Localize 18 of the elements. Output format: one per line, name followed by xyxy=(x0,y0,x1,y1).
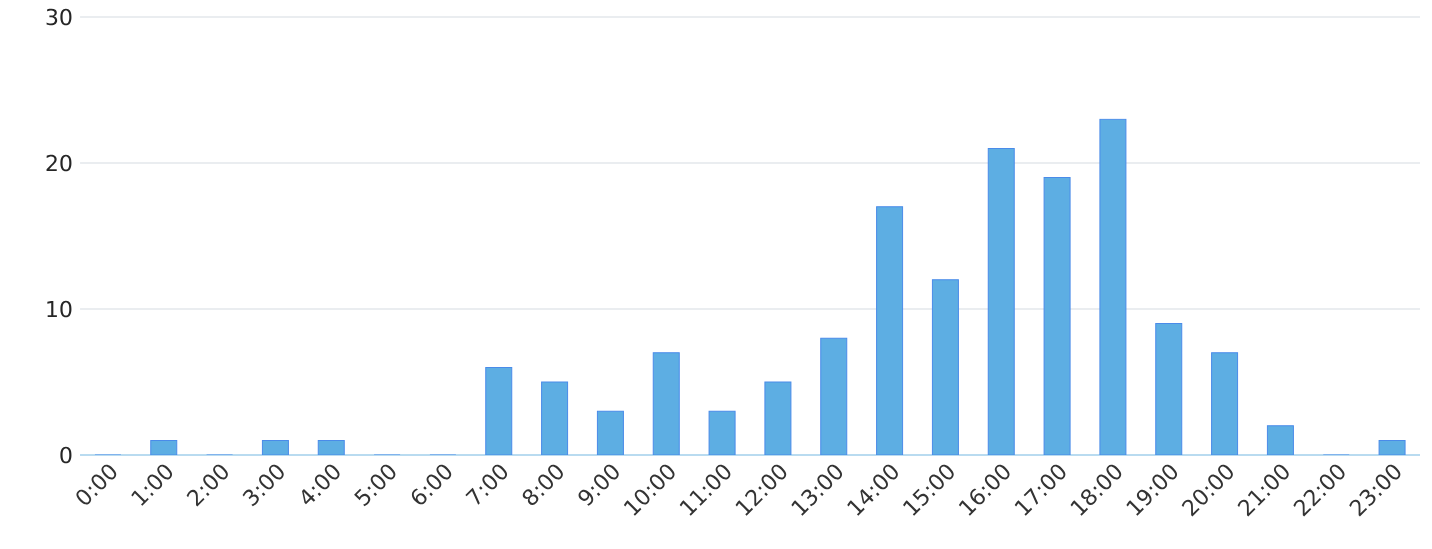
bar xyxy=(987,147,1015,455)
bar xyxy=(931,279,959,455)
y-tick-label: 0 xyxy=(60,446,72,464)
y-tick-label: 20 xyxy=(46,154,72,172)
y-tick-label: 30 xyxy=(46,8,72,26)
bar xyxy=(485,366,513,455)
bar xyxy=(1043,177,1071,455)
bar xyxy=(876,206,904,455)
bar xyxy=(820,337,848,455)
bar xyxy=(1266,425,1294,455)
bar xyxy=(764,381,792,455)
bar xyxy=(541,381,569,455)
bar xyxy=(1211,352,1239,455)
y-tick-label: 10 xyxy=(47,300,72,318)
bar xyxy=(652,352,680,455)
bar xyxy=(1099,118,1127,455)
bar xyxy=(1155,323,1183,455)
bar xyxy=(596,410,624,455)
